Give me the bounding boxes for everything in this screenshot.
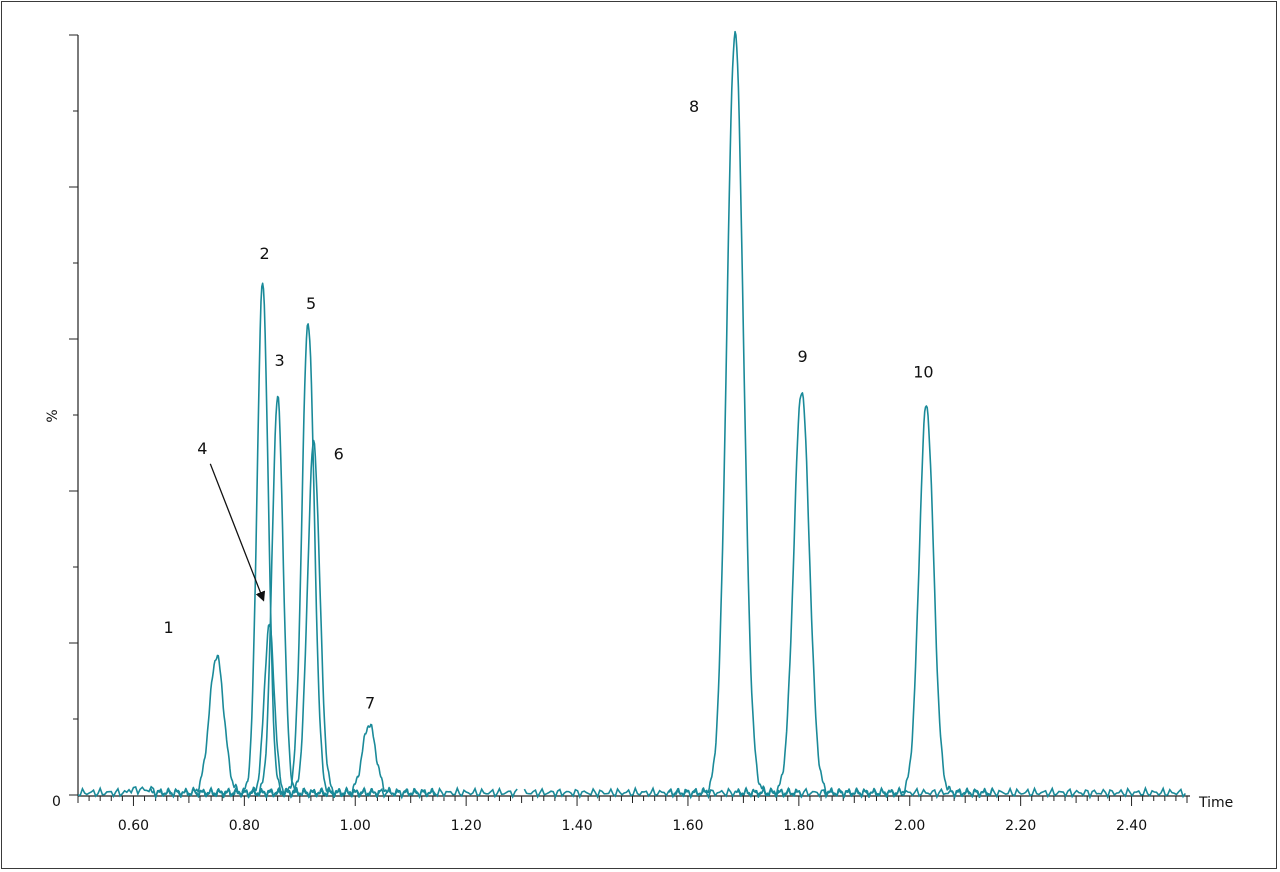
peak-trace-3 <box>210 395 345 799</box>
x-tick-label: 1.60 <box>672 818 703 834</box>
x-tick-label: 1.80 <box>783 818 814 834</box>
peak-label-6: 6 <box>334 444 344 463</box>
y-axis-title: % <box>45 409 61 422</box>
peak-trace-9 <box>734 392 869 799</box>
x-tick-label: 1.40 <box>561 818 592 834</box>
x-tick-label: 2.40 <box>1116 818 1147 834</box>
peak-label-3: 3 <box>275 351 285 370</box>
peak-label-7: 7 <box>365 694 375 713</box>
x-tick-label: 1.00 <box>340 818 371 834</box>
peak-label-8: 8 <box>689 97 699 116</box>
x-tick-label: 2.00 <box>894 818 925 834</box>
chromatogram-traces <box>77 30 1186 801</box>
peak-label-10: 10 <box>913 362 933 381</box>
x-tick-label: 0.80 <box>229 818 260 834</box>
x-tick-label: 1.20 <box>451 818 482 834</box>
peak-labels: 1 2 3 5 6 7 8 9 10 4 <box>164 97 934 713</box>
axes: 0.60 0.80 1.00 1.20 1.40 1.60 1.80 2.00 2.20 2.40 <box>69 34 1190 834</box>
annotation-label-4: 4 <box>197 439 207 458</box>
peak-trace-10 <box>859 405 994 798</box>
peak-label-1: 1 <box>164 618 174 637</box>
peak-label-2: 2 <box>260 244 270 263</box>
x-tick-label: 0.60 <box>118 818 149 834</box>
peak-trace-8 <box>668 30 802 798</box>
y-axis-zero-label: 0 <box>52 794 61 810</box>
x-tick-label: 2.20 <box>1005 818 1036 834</box>
annotation-arrow <box>209 463 266 602</box>
baseline-segment-2 <box>523 785 1186 800</box>
x-axis-title: Time <box>1198 795 1233 811</box>
baseline-segment-1 <box>77 785 518 801</box>
peak-label-9: 9 <box>798 347 808 366</box>
peak-label-5: 5 <box>306 294 316 313</box>
